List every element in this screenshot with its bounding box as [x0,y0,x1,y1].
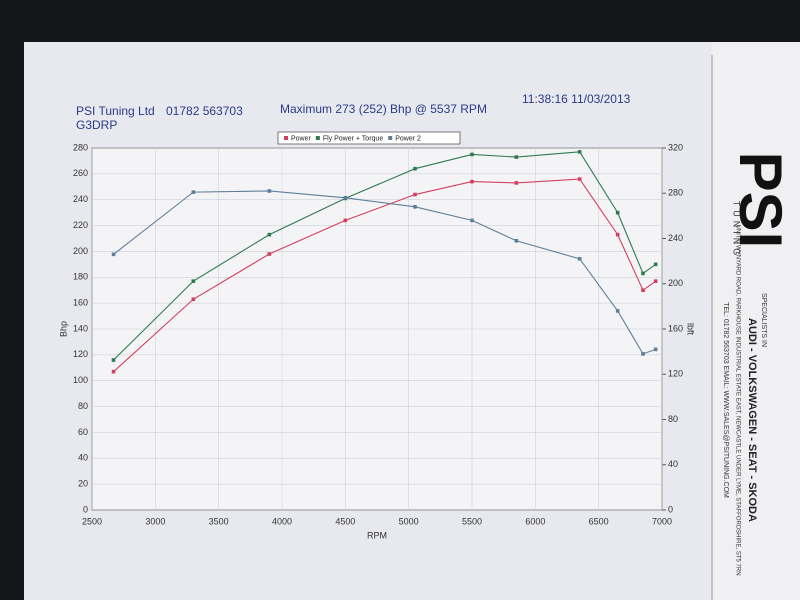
x-tick-label: 2500 [82,516,102,526]
y2-tick-label: 200 [668,278,683,288]
data-point [413,205,417,209]
y-tick-label: 140 [73,323,88,333]
data-point [191,190,196,194]
y-tick-label: 100 [73,375,88,385]
y-tick-label: 120 [73,349,88,359]
y-tick-label: 80 [78,401,88,411]
logo: PSI [727,152,794,249]
data-point [111,369,116,374]
data-point [470,179,474,184]
y2-tick-label: 160 [668,323,683,333]
y2-tick-label: 0 [668,504,673,514]
y-tick-label: 0 [83,504,88,514]
timestamp: 11:38:16 11/03/2013 [522,92,631,106]
data-point [653,347,658,352]
data-point [577,177,582,181]
logo-sub: TUNING [732,201,742,260]
legend-swatch [388,136,393,140]
data-point [470,218,474,223]
code: G3DRP [76,118,117,132]
company: PSI Tuning Ltd [76,104,155,118]
y-tick-label: 260 [73,168,88,178]
data-point [111,358,116,362]
data-point [514,238,519,243]
data-point [267,252,272,256]
data-point [267,232,272,237]
data-point [191,297,196,302]
x-axis-label: RPM [367,530,387,540]
y2-tick-label: 280 [668,188,683,198]
contact: TEL: 01782 563703 EMAIL: WWW.SALES@PSITU… [722,302,729,498]
x-tick-label: 6000 [525,516,545,526]
data-point [470,152,474,157]
data-point [191,279,196,283]
data-point [111,252,116,257]
x-tick-label: 4500 [335,516,355,526]
x-tick-label: 3000 [145,516,165,526]
y-tick-label: 20 [78,479,88,489]
y-tick-label: 60 [78,427,88,437]
x-tick-label: 5500 [462,516,482,526]
legend-label: Power [291,135,312,142]
x-tick-label: 4000 [272,516,292,526]
y2-tick-label: 120 [668,369,683,379]
y2-axis-label: lbft [686,323,696,336]
y-tick-label: 220 [73,220,88,230]
data-point [343,218,348,223]
data-point [641,271,645,276]
address: UNIT 5 WYNYARD ROAD, PARKHOUSE INDUSTRIA… [734,224,740,575]
legend-label: Power 2 [395,135,421,142]
sidebar-panel [712,42,800,600]
data-point [653,279,658,283]
y-tick-label: 280 [73,142,88,152]
data-point [615,210,620,215]
data-point [514,181,519,185]
data-point [653,262,658,267]
data-point [577,150,582,154]
summary: Maximum 273 (252) Bhp @ 5537 RPM [280,102,487,116]
data-point [267,189,272,193]
y-tick-label: 40 [78,453,88,463]
y2-tick-label: 320 [668,142,683,152]
legend-label: Fly Power + Torque [323,135,383,142]
y-tick-label: 160 [73,298,88,308]
data-point [641,352,645,356]
data-point [577,257,582,261]
y2-tick-label: 40 [668,459,678,469]
data-point [615,232,620,237]
phone: 01782 563703 [166,104,243,118]
x-tick-label: 6500 [589,516,609,526]
data-point [615,309,620,313]
data-point [413,192,417,197]
data-point [641,288,645,293]
specialists: SPECIALISTS IN [760,293,767,347]
legend-box [277,131,461,145]
legend-swatch [284,136,288,140]
y2-tick-label: 80 [668,414,678,424]
legend-swatch [315,136,320,140]
x-tick-label: 3500 [209,516,229,526]
x-tick-label: 7000 [652,516,672,526]
y-tick-label: 200 [73,246,88,256]
y2-tick-label: 240 [668,233,683,243]
data-point [413,166,417,171]
y-axis-label: Bhp [58,321,68,337]
data-point [514,155,519,159]
makes: AUDI - VOLKSWAGEN - SEAT - SKODA [746,318,758,522]
data-point [343,195,348,200]
x-tick-label: 5000 [399,516,419,526]
y-tick-label: 180 [73,272,88,282]
y-tick-label: 240 [73,194,88,204]
